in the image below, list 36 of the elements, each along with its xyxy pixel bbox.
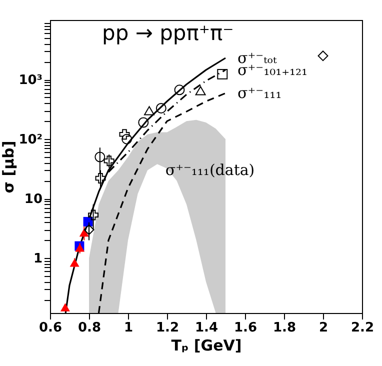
point: [94, 152, 106, 162]
x-tick-label: 1.4: [194, 320, 218, 336]
point: [217, 68, 228, 80]
x-axis-title: Tₚ [GeV]: [171, 336, 242, 354]
y-tick-label: 10²: [18, 132, 42, 148]
point: [144, 106, 154, 116]
x-tick-label: 1.2: [156, 320, 180, 336]
point: [95, 172, 106, 184]
y-tick-label: 10³: [18, 73, 42, 88]
point: [122, 134, 132, 144]
annotation: σ⁺⁻₁₁₁(data): [165, 161, 255, 179]
point: [156, 102, 166, 114]
x-tick-label: 2.2: [350, 320, 374, 336]
series-label: σ⁺⁻₁₁₁: [238, 84, 282, 102]
y-tick-label: 10: [24, 192, 42, 208]
point: [104, 156, 114, 166]
y-tick-label: 1: [33, 252, 42, 267]
point: [119, 129, 130, 140]
point: [75, 244, 85, 252]
point: [70, 258, 80, 267]
y-axis-title: σ [μb]: [0, 140, 18, 194]
point: [318, 50, 328, 62]
point: [60, 303, 70, 312]
x-tick-label: 1.8: [272, 320, 296, 336]
x-tick-label: 0.6: [38, 320, 62, 336]
x-tick-label: 0.8: [78, 320, 102, 336]
x-tick-label: 1: [124, 320, 134, 336]
x-tick-label: 2: [318, 320, 328, 336]
point: [88, 210, 99, 220]
point: [84, 224, 94, 236]
point: [79, 228, 89, 237]
point: [174, 84, 185, 96]
point: [138, 117, 149, 128]
x-tick-label: 1.6: [234, 320, 258, 336]
point: [195, 86, 206, 96]
chart-title: pp → ppπ⁺π⁻: [102, 21, 234, 45]
